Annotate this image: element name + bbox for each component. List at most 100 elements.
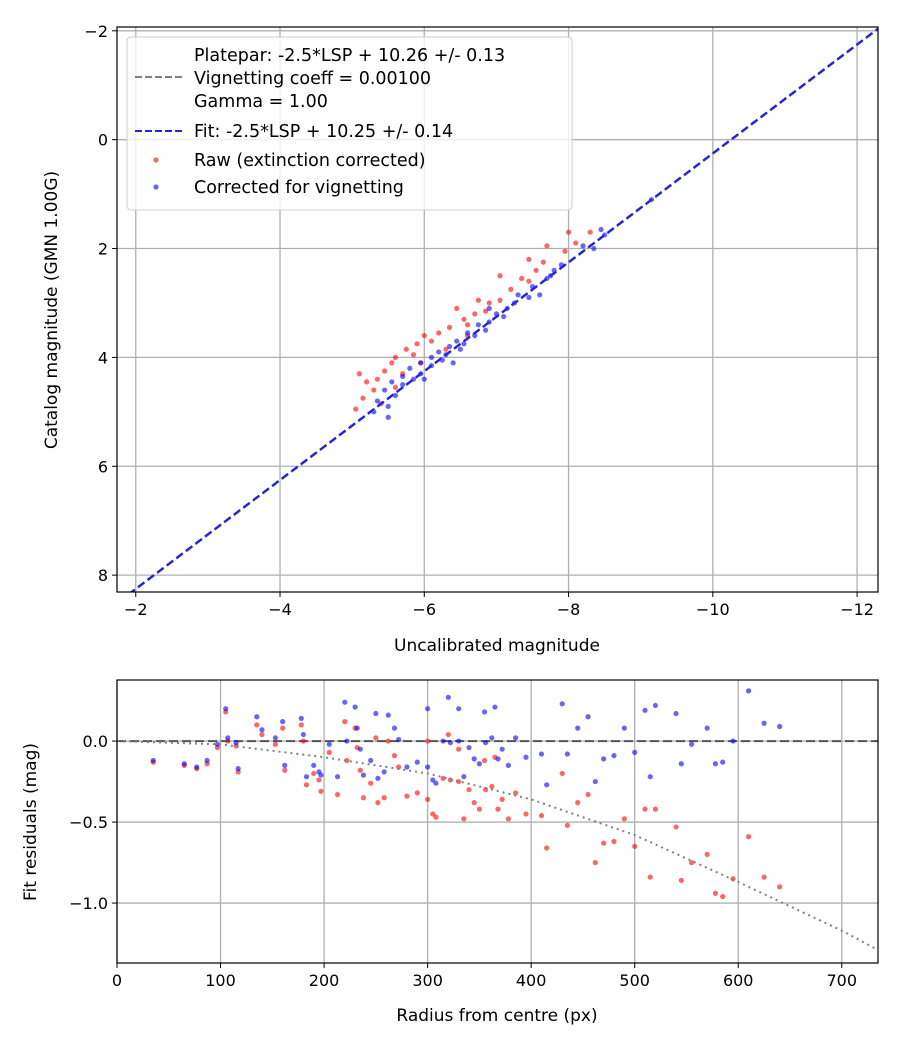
corrected-point [385,414,391,420]
raw-point [533,267,539,273]
corrected-point [447,740,453,746]
corrected-point [501,313,507,320]
y-tick-label: 4 [98,348,108,367]
corrected-point [647,774,653,780]
corrected-point [342,699,348,705]
raw-point [652,806,658,812]
corrected-point [326,741,332,747]
corrected-point [150,757,156,764]
raw-point [471,800,477,806]
corrected-point [461,341,467,347]
raw-point [489,783,495,790]
corrected-point [492,704,498,710]
raw-point [272,741,279,747]
raw-point [433,814,439,820]
corrected-point [544,782,550,788]
corrected-point [352,704,358,710]
corrected-point [476,761,482,767]
corrected-point [457,346,463,352]
corrected-point [471,756,477,762]
corrected-point [425,706,431,712]
raw-point [464,322,471,328]
legend-vignetting-label: Vignetting coeff = 0.00100 [194,69,431,89]
raw-point [526,278,532,284]
raw-point [353,406,359,412]
corrected-point [334,774,341,780]
raw-point [360,795,367,801]
legend-corrected-marker [153,184,159,190]
raw-point [519,275,525,282]
corrected-point [466,744,472,751]
corrected-point [400,373,406,380]
raw-point [587,229,593,235]
raw-point [642,806,648,812]
corrected-point [673,710,679,717]
corrected-point [486,305,492,312]
raw-point [316,777,322,783]
raw-point [334,791,341,798]
raw-point [745,834,752,840]
corrected-point [440,738,446,744]
corrected-point [523,754,529,760]
raw-point [505,816,511,822]
raw-point [476,806,482,812]
raw-point [342,719,348,725]
raw-point [373,735,379,741]
corrected-point [418,360,424,366]
corrected-point [421,376,427,382]
raw-point [382,368,388,374]
raw-point [385,738,391,744]
raw-point [298,722,304,728]
corrected-point [642,707,648,713]
corrected-point [712,761,719,767]
raw-point [414,790,420,796]
raw-point [375,800,381,806]
raw-point [481,757,488,764]
y-tick-label: −2 [84,22,108,41]
corrected-point [446,343,453,350]
corrected-point [592,778,598,785]
raw-point [575,800,581,806]
corrected-point [456,738,462,744]
corrected-point [678,761,684,767]
corrected-point [425,764,431,770]
corrected-point [360,772,367,778]
corrected-point [580,243,586,249]
raw-point [559,770,565,777]
raw-point [486,300,492,306]
corrected-point [235,766,241,772]
corrected-point [505,762,511,768]
legend-fit-label: Fit: -2.5*LSP + 10.25 +/- 0.14 [194,122,453,142]
corrected-point [282,762,288,768]
raw-point [425,738,431,744]
corrected-point [464,330,471,336]
corrected-point [482,327,489,333]
raw-point [611,838,617,845]
corrected-point [456,706,462,712]
raw-point [466,787,472,793]
raw-point [540,259,546,265]
corrected-point [381,769,387,775]
corrected-point [720,759,726,765]
corrected-point [652,702,658,709]
legend-platepar-label: Platepar: -2.5*LSP + 10.26 +/- 0.13 [194,46,505,66]
corrected-point [272,735,279,741]
corrected-point [632,749,638,756]
plot-area [129,27,878,592]
corrected-point [526,294,532,301]
raw-point [363,379,370,385]
raw-point [544,845,550,851]
raw-point [704,851,710,858]
corrected-point [481,709,488,715]
raw-point [689,859,695,866]
corrected-point [225,735,231,741]
y-tick-label: 2 [98,240,108,259]
corrected-point [598,226,604,233]
corrected-point [181,761,187,767]
axes-frame [116,26,879,593]
raw-point [508,286,514,292]
corrected-point [414,759,420,765]
corrected-point [559,701,565,707]
raw-point [282,767,288,773]
